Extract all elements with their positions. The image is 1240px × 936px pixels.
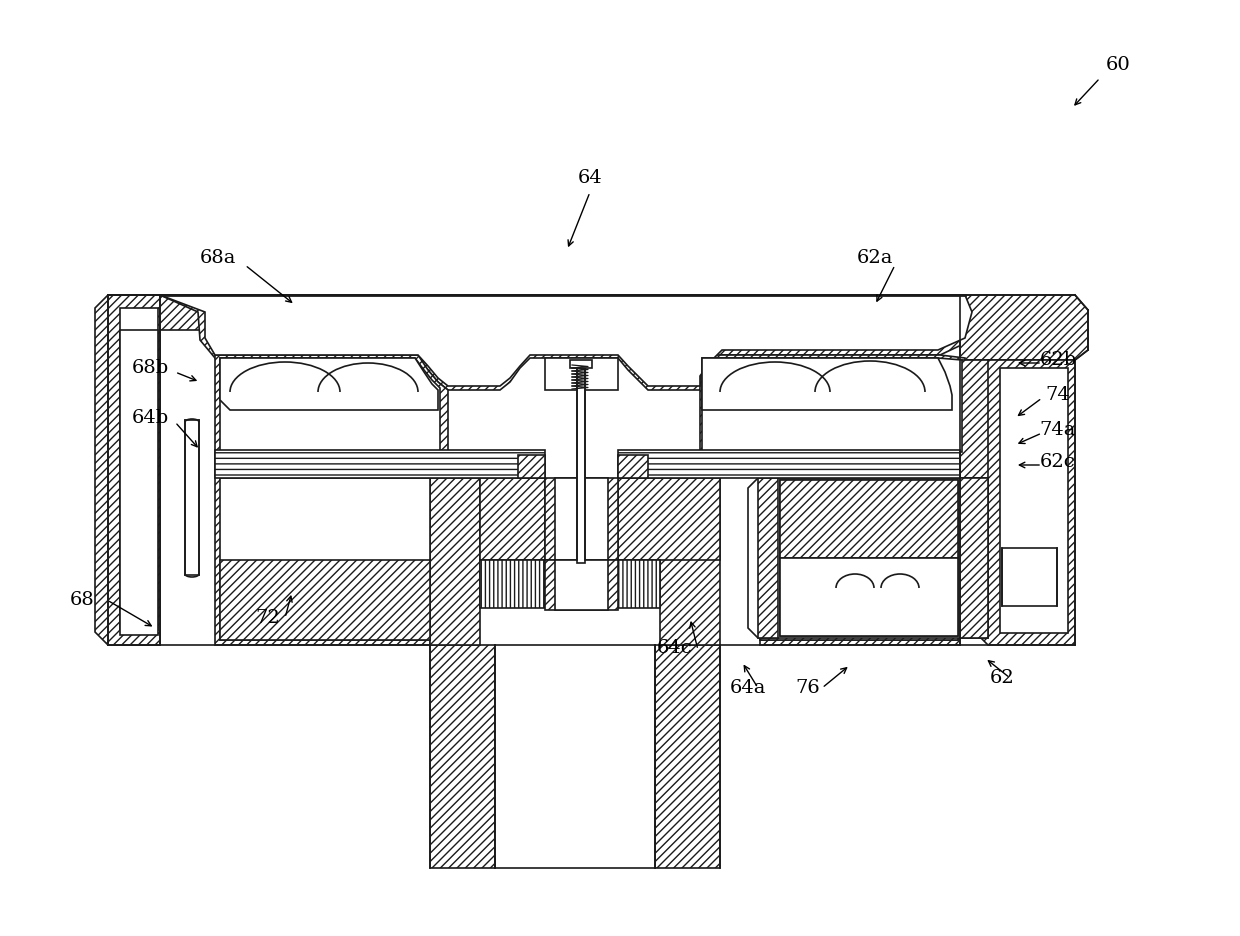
Text: 64: 64 bbox=[578, 169, 603, 187]
Text: 76: 76 bbox=[796, 679, 821, 697]
Text: 60: 60 bbox=[1106, 56, 1131, 74]
Bar bbox=[999, 368, 1068, 633]
Polygon shape bbox=[518, 455, 546, 478]
Polygon shape bbox=[160, 295, 978, 390]
Text: 62c: 62c bbox=[1040, 453, 1076, 471]
Polygon shape bbox=[618, 450, 960, 478]
Polygon shape bbox=[960, 478, 988, 638]
Polygon shape bbox=[480, 478, 546, 560]
Polygon shape bbox=[556, 478, 608, 560]
Text: 72: 72 bbox=[255, 609, 280, 627]
Bar bbox=[185, 420, 198, 575]
Polygon shape bbox=[95, 295, 160, 645]
Polygon shape bbox=[655, 645, 720, 868]
Polygon shape bbox=[430, 478, 480, 645]
Polygon shape bbox=[108, 295, 265, 330]
Bar bbox=[108, 295, 160, 645]
Polygon shape bbox=[546, 560, 618, 610]
Text: 64b: 64b bbox=[131, 409, 169, 427]
Polygon shape bbox=[219, 478, 430, 640]
Text: 68b: 68b bbox=[131, 359, 169, 377]
Polygon shape bbox=[215, 355, 448, 455]
Polygon shape bbox=[780, 558, 959, 636]
Text: 68: 68 bbox=[69, 591, 94, 609]
Text: 64c: 64c bbox=[657, 639, 693, 657]
Polygon shape bbox=[618, 560, 660, 608]
Polygon shape bbox=[760, 560, 959, 640]
Polygon shape bbox=[495, 645, 655, 868]
Polygon shape bbox=[215, 455, 430, 645]
Bar bbox=[120, 308, 157, 630]
Polygon shape bbox=[702, 358, 962, 452]
Polygon shape bbox=[430, 645, 495, 868]
Bar bbox=[570, 360, 591, 368]
Polygon shape bbox=[618, 478, 720, 560]
Polygon shape bbox=[160, 295, 972, 386]
Polygon shape bbox=[748, 478, 988, 638]
Text: 62b: 62b bbox=[1039, 351, 1076, 369]
Polygon shape bbox=[780, 480, 959, 636]
Bar bbox=[1002, 548, 1056, 606]
Polygon shape bbox=[780, 480, 959, 558]
Polygon shape bbox=[760, 455, 960, 645]
Polygon shape bbox=[701, 355, 965, 455]
Text: 62a: 62a bbox=[857, 249, 893, 267]
Polygon shape bbox=[219, 358, 438, 410]
Bar bbox=[577, 368, 585, 563]
Polygon shape bbox=[546, 478, 618, 560]
Polygon shape bbox=[702, 358, 952, 410]
Text: 68a: 68a bbox=[200, 249, 236, 267]
Text: 64a: 64a bbox=[730, 679, 766, 697]
Polygon shape bbox=[546, 358, 618, 390]
Polygon shape bbox=[760, 478, 959, 640]
Polygon shape bbox=[556, 560, 608, 610]
Polygon shape bbox=[215, 450, 546, 478]
Polygon shape bbox=[978, 360, 1075, 645]
Text: 74a: 74a bbox=[1040, 421, 1076, 439]
Polygon shape bbox=[219, 560, 430, 640]
Polygon shape bbox=[960, 295, 1087, 360]
Polygon shape bbox=[758, 478, 777, 638]
Polygon shape bbox=[480, 560, 546, 608]
Text: 74: 74 bbox=[1045, 386, 1070, 404]
Bar bbox=[120, 330, 157, 635]
Polygon shape bbox=[618, 455, 649, 478]
Text: 62: 62 bbox=[990, 669, 1014, 687]
Polygon shape bbox=[960, 360, 988, 478]
Polygon shape bbox=[660, 478, 720, 645]
Polygon shape bbox=[219, 358, 440, 452]
